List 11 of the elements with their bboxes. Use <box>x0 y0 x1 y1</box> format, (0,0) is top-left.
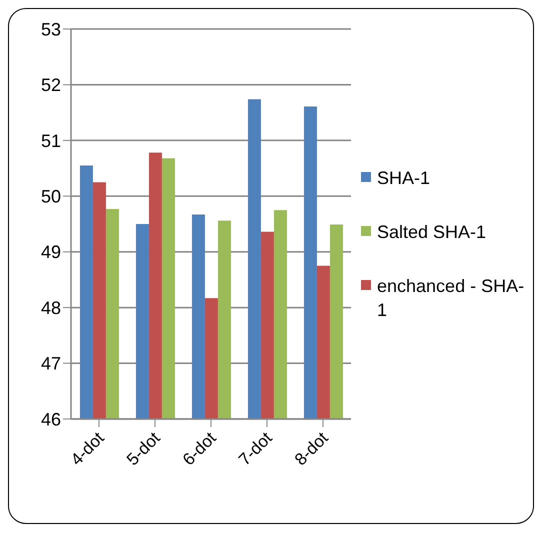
y-tick-label: 49 <box>40 242 61 262</box>
y-tick-label: 47 <box>40 354 61 374</box>
legend-label: enchanced - SHA-1 <box>377 275 526 322</box>
legend-label: Salted SHA-1 <box>377 221 486 244</box>
y-tick-label: 48 <box>40 298 61 318</box>
y-tick-label: 46 <box>40 409 61 430</box>
y-tick-label: 53 <box>40 19 61 40</box>
legend-label: SHA-1 <box>377 167 430 190</box>
y-tick-label: 52 <box>40 75 61 96</box>
y-tick-label: 51 <box>40 130 61 151</box>
y-tick-label: 50 <box>40 186 61 207</box>
